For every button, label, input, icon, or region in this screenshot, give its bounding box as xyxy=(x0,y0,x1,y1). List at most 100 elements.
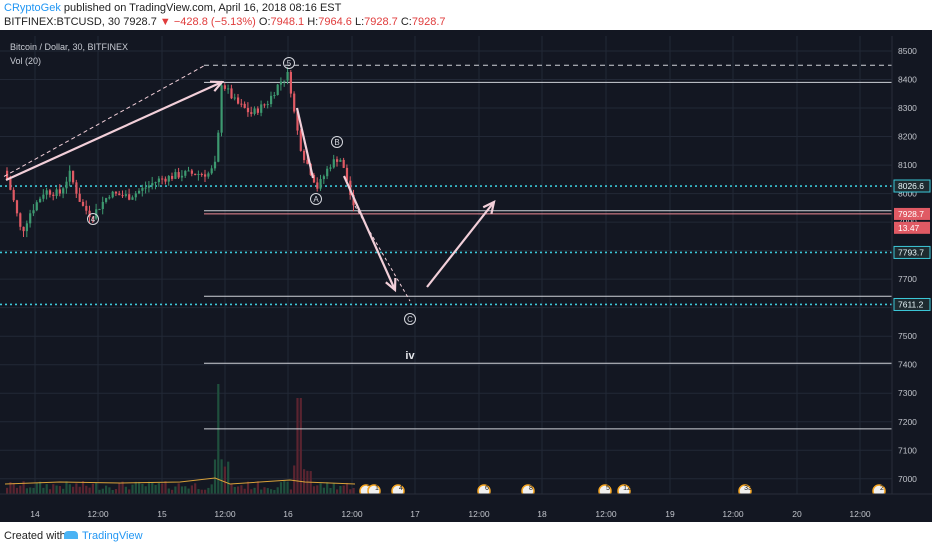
volume-bar xyxy=(349,489,352,494)
candle-body xyxy=(217,132,220,162)
wave-5-marker-label: 5 xyxy=(287,59,292,68)
change-value: −428.8 (−5.13%) xyxy=(173,16,256,28)
volume-bar xyxy=(279,482,283,494)
candle-body xyxy=(29,213,32,224)
volume-bar xyxy=(101,488,104,494)
time-tick-label: 12:00 xyxy=(214,509,236,519)
candle-body xyxy=(253,108,256,114)
candle-body xyxy=(299,130,302,151)
price-tick-label: 8500 xyxy=(898,46,917,56)
candle-body xyxy=(85,205,88,211)
candle-body xyxy=(187,170,190,172)
volume-bar xyxy=(286,481,289,494)
candle-body xyxy=(65,181,68,189)
volume-bar xyxy=(223,466,226,494)
volume-bar xyxy=(250,489,253,494)
time-tick-label: 12:00 xyxy=(87,509,109,519)
price-tick-label: 7700 xyxy=(898,274,917,284)
candle-body xyxy=(345,167,349,181)
candle-body xyxy=(101,201,104,210)
price-label-box xyxy=(894,207,930,220)
candle-body xyxy=(296,111,299,131)
volume-bar xyxy=(339,485,342,494)
author-link[interactable]: CRyptoGek xyxy=(4,2,61,14)
price-label-text: 8026.6 xyxy=(898,181,924,191)
candle-body xyxy=(98,209,101,211)
volume-bar xyxy=(144,486,147,494)
candle-body xyxy=(19,213,22,227)
wave-a-marker-label: A xyxy=(313,195,319,204)
volume-bar xyxy=(233,486,236,494)
candle-body xyxy=(230,88,233,99)
time-tick-label: 15 xyxy=(157,509,167,519)
candle-body xyxy=(223,85,226,89)
volume-bar xyxy=(121,481,124,494)
time-axis[interactable]: 14 12:00 15 12:00 16 12:00 17 12:00 18 12:00 19 12:… xyxy=(0,493,932,522)
volume-bar xyxy=(131,484,134,494)
price-label-text: 7793.7 xyxy=(898,247,924,257)
candle-body xyxy=(246,107,250,113)
volume-bar xyxy=(32,487,35,494)
price-tick-label: 7300 xyxy=(898,388,917,398)
event-badge-count: 1 xyxy=(375,485,379,492)
candle-body xyxy=(58,189,61,194)
candle-body xyxy=(263,104,266,106)
candle-body xyxy=(289,71,292,94)
volume-bar xyxy=(270,489,273,494)
publish-line: CRyptoGek published on TradingView.com, … xyxy=(4,2,341,14)
candle-body xyxy=(131,197,134,200)
time-axis-background xyxy=(0,494,892,522)
candle-body xyxy=(32,210,35,214)
candle-body xyxy=(114,191,118,194)
change-down-icon: ▼ xyxy=(159,16,171,28)
candle-body xyxy=(75,182,78,194)
wave-c-arrow-head xyxy=(385,277,397,293)
candle-body xyxy=(190,170,193,174)
close-label: C: xyxy=(400,16,412,28)
price-tick-label: 7200 xyxy=(898,417,917,427)
time-tick-label: 18 xyxy=(537,509,547,519)
symbol-text: BITFINEX:BTCUSD, 30 xyxy=(4,16,121,28)
volume-bar xyxy=(213,459,217,494)
candle-body xyxy=(144,187,147,189)
time-tick-label: 14 xyxy=(30,509,40,519)
candle-body xyxy=(283,80,286,82)
volume-bar xyxy=(276,487,279,494)
volume-ma-line xyxy=(4,477,356,485)
candle-body xyxy=(48,190,52,195)
price-tick-label: 8200 xyxy=(898,132,917,142)
tradingview-link[interactable]: TradingView xyxy=(82,530,143,542)
candle-body xyxy=(55,189,58,197)
volume-bar xyxy=(29,487,32,494)
volume-bar xyxy=(58,486,61,494)
time-tick-label: 12:00 xyxy=(849,509,871,519)
price-axis[interactable]: 8500840083008200810080007900780077007600… xyxy=(891,36,932,494)
candle-body xyxy=(227,88,230,90)
volume-bar xyxy=(65,481,68,494)
wave-iv-label: iv xyxy=(405,350,415,362)
candle-body xyxy=(293,93,296,112)
candle-body xyxy=(270,95,273,105)
wave-a-line xyxy=(295,107,315,179)
price-label-box xyxy=(894,221,930,234)
candle-body xyxy=(197,173,200,175)
volume-bar xyxy=(108,487,111,494)
volume-bar xyxy=(246,481,250,494)
volume-bar xyxy=(243,488,246,494)
volume-bar xyxy=(207,487,210,494)
candle-body xyxy=(210,168,213,174)
wave-a-marker xyxy=(310,193,322,205)
volume-bar xyxy=(105,485,108,494)
candlesticks xyxy=(6,67,355,238)
volume-indicator-label: Vol (20) xyxy=(10,56,41,66)
price-label-text: 7611.2 xyxy=(898,299,924,309)
volume-bar xyxy=(78,486,81,494)
volume-bar xyxy=(138,481,141,494)
candle-body xyxy=(78,193,81,202)
candle-body xyxy=(336,159,339,162)
candle-body xyxy=(108,197,111,199)
volume-bar xyxy=(25,488,28,494)
event-badge-count: 33 xyxy=(744,485,752,492)
volume-bar xyxy=(118,483,121,494)
